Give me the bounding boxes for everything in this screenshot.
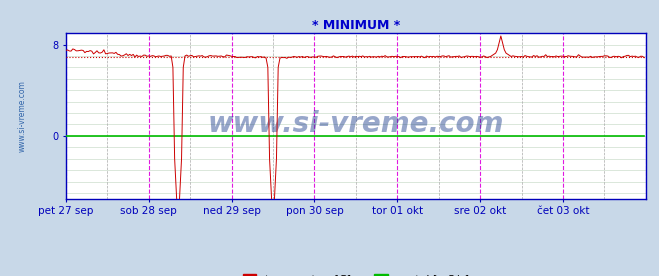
Text: www.si-vreme.com: www.si-vreme.com xyxy=(18,80,27,152)
Title: * MINIMUM *: * MINIMUM * xyxy=(312,19,400,32)
Legend: temperatura[C], pretok[m3/s]: temperatura[C], pretok[m3/s] xyxy=(239,270,473,276)
Text: www.si-vreme.com: www.si-vreme.com xyxy=(208,110,504,138)
